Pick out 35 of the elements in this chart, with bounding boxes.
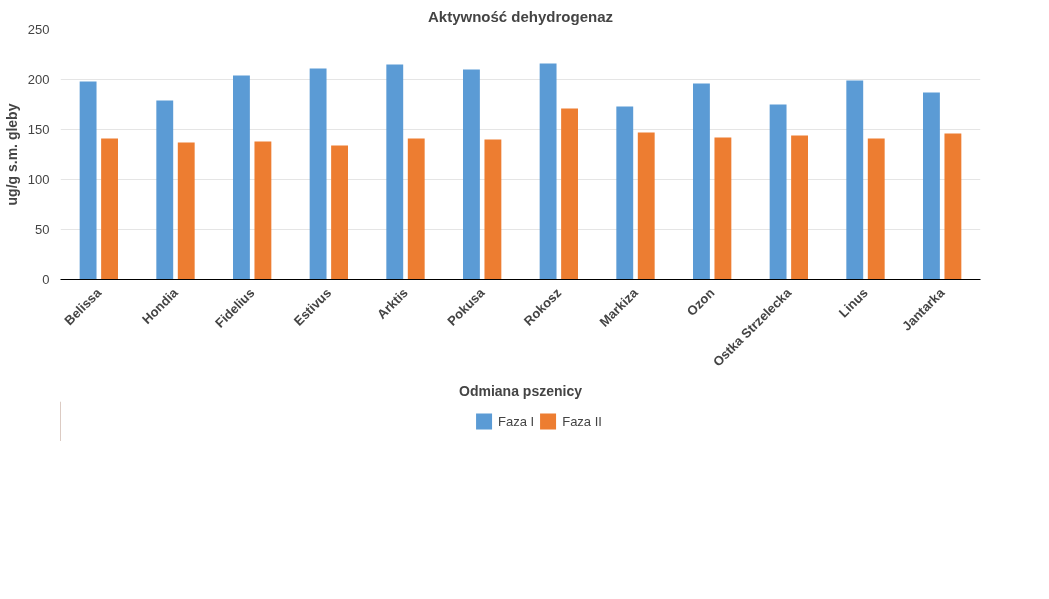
- y-tick-label: 50: [35, 222, 50, 237]
- y-tick-label: 0: [42, 272, 50, 287]
- bar: [867, 138, 885, 280]
- bar: [331, 145, 348, 280]
- bar: [386, 64, 404, 280]
- bar: [693, 83, 710, 280]
- legend-label: Faza II: [562, 413, 602, 429]
- x-axis-title: Odmiana pszenicy: [459, 382, 583, 399]
- bar: [309, 68, 327, 280]
- bar: [79, 81, 97, 280]
- bar: [944, 133, 962, 280]
- bar: [561, 108, 578, 280]
- chart-title: Aktywność dehydrogenaz: [427, 7, 614, 25]
- y-tick-label: 200: [27, 72, 50, 87]
- bar: [923, 92, 940, 280]
- bar: [539, 63, 557, 280]
- bar: [846, 80, 864, 280]
- bar: [714, 137, 732, 280]
- bar: [233, 75, 250, 280]
- y-axis-title: ug/g s.m. gleby: [3, 103, 20, 206]
- bar: [616, 106, 634, 280]
- y-tick-label: 100: [27, 172, 50, 187]
- bar: [156, 100, 174, 280]
- bar: [484, 139, 502, 280]
- bar: [407, 138, 425, 280]
- bar: [463, 69, 480, 280]
- bar: [769, 104, 787, 280]
- legend-label: Faza I: [498, 413, 535, 429]
- bar: [101, 138, 118, 280]
- bar: [254, 141, 272, 280]
- bar: [637, 132, 655, 280]
- y-tick-label: 250: [27, 22, 50, 37]
- bar: [791, 135, 808, 280]
- y-tick-label: 150: [27, 122, 50, 137]
- bar: [177, 142, 195, 280]
